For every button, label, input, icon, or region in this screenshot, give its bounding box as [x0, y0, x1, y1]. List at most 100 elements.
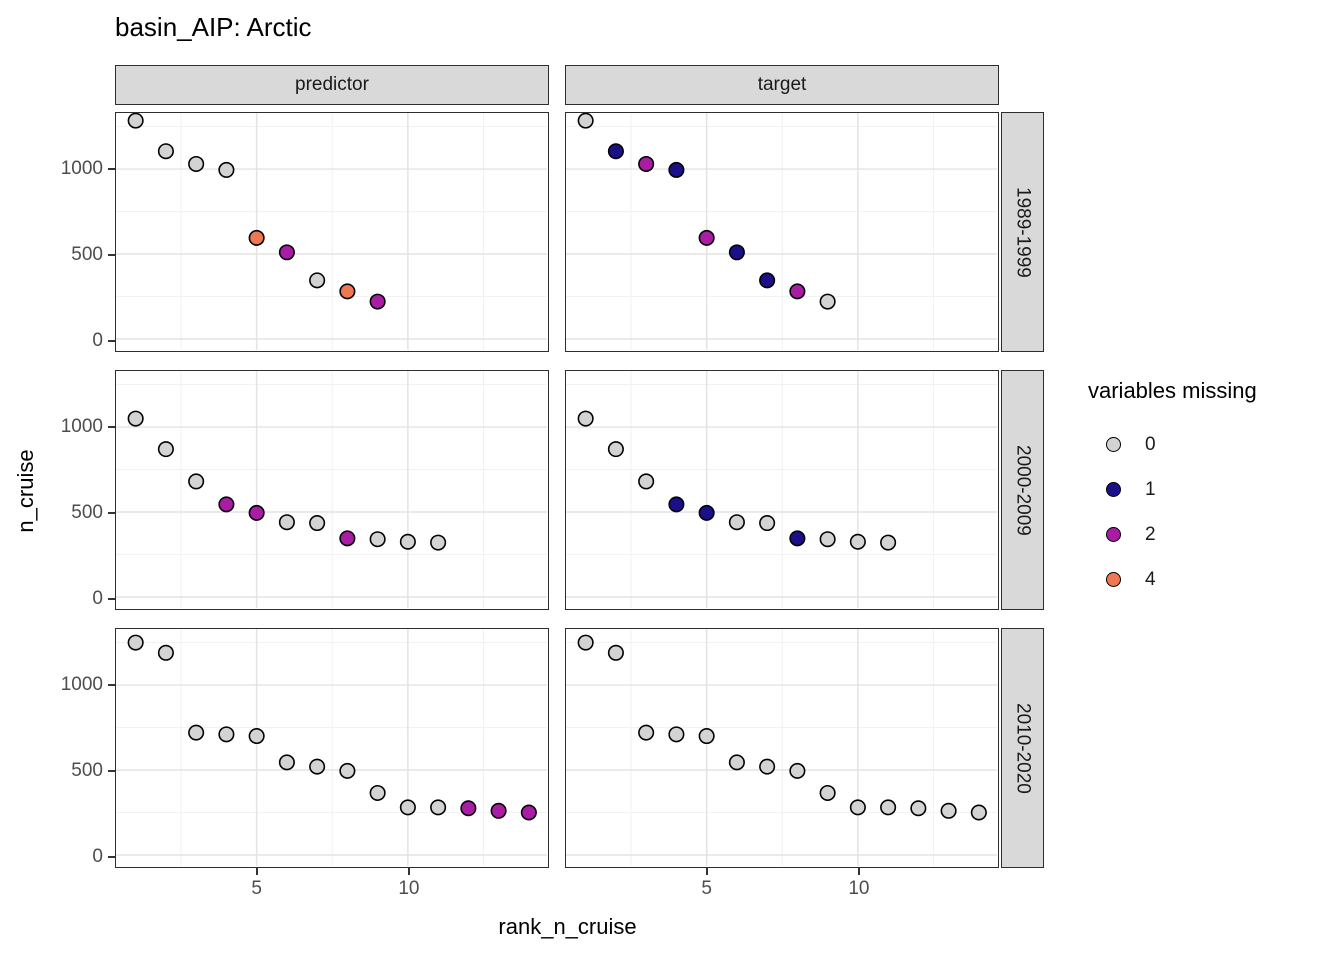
data-point: [789, 283, 806, 300]
data-point: [127, 113, 144, 129]
data-point: [638, 724, 655, 741]
data-point: [607, 143, 624, 160]
data-point: [339, 283, 356, 300]
x-axis-title: rank_n_cruise: [498, 914, 637, 939]
x-tick-mark: [407, 868, 410, 875]
x-tick-mark: [705, 868, 708, 875]
y-tick-label: 1000: [60, 673, 103, 695]
data-point: [577, 410, 594, 427]
data-point: [728, 754, 745, 771]
data-point: [430, 534, 447, 551]
panel-canvas: [566, 113, 997, 350]
y-tick-label: 500: [71, 243, 103, 265]
data-point: [188, 473, 205, 490]
data-point: [880, 534, 897, 551]
x-tick-label: 5: [251, 878, 262, 899]
y-tick-mark: [108, 855, 115, 858]
data-point: [157, 644, 174, 661]
x-tick-mark: [255, 868, 258, 875]
data-point: [970, 804, 987, 821]
data-point: [789, 530, 806, 547]
y-tick-label: 0: [92, 587, 103, 609]
legend-items: 0 1 2 4: [1088, 422, 1338, 602]
y-tick-label: 0: [92, 329, 103, 351]
data-point: [369, 784, 386, 801]
y-tick-mark: [108, 769, 115, 772]
y-tick-label: 500: [71, 759, 103, 781]
data-point: [520, 804, 537, 821]
data-point: [789, 762, 806, 779]
data-point: [218, 726, 235, 743]
data-point: [819, 784, 836, 801]
data-point: [430, 799, 447, 816]
data-point: [309, 758, 326, 775]
data-point: [849, 799, 866, 816]
data-point: [819, 293, 836, 310]
data-point: [278, 244, 295, 261]
data-point: [369, 293, 386, 310]
facet-panel-predictor-2010-2020: [115, 628, 549, 868]
facet-row-strip-label: 1989-1999: [1012, 186, 1034, 278]
y-tick-mark: [108, 597, 115, 600]
data-point: [278, 514, 295, 531]
data-point: [339, 762, 356, 779]
y-tick-mark: [108, 425, 115, 428]
y-tick-label: 500: [71, 501, 103, 523]
data-point: [638, 155, 655, 172]
facet-panel-target-2010-2020: [565, 628, 999, 868]
data-point: [607, 644, 624, 661]
panel-canvas: [566, 371, 997, 608]
data-point: [728, 244, 745, 261]
legend-item-4: 4: [1088, 557, 1338, 602]
data-point: [819, 531, 836, 548]
legend: variables missing 0 1 2 4: [1088, 378, 1338, 602]
legend-item-0: 0: [1088, 422, 1338, 467]
panel-canvas: [116, 371, 547, 608]
y-tick-label: 0: [92, 845, 103, 867]
panel-canvas: [566, 629, 997, 866]
data-point: [490, 802, 507, 819]
x-tick-label: 5: [701, 878, 712, 899]
panel-canvas: [116, 629, 547, 866]
facet-panel-predictor-2000-2009: [115, 370, 549, 610]
data-point: [577, 113, 594, 129]
data-point: [698, 229, 715, 246]
data-point: [278, 754, 295, 771]
facet-row-strip-2010-2020: 2010-2020: [1001, 628, 1044, 868]
facet-panel-predictor-1989-1999: [115, 112, 549, 352]
data-point: [759, 515, 776, 532]
data-point: [127, 634, 144, 651]
data-point: [577, 634, 594, 651]
data-point: [399, 533, 416, 550]
legend-key-swatch: [1106, 527, 1121, 542]
data-point: [188, 155, 205, 172]
data-point: [728, 514, 745, 531]
data-point: [759, 272, 776, 289]
facet-row-strip-2000-2009: 2000-2009: [1001, 370, 1044, 610]
data-point: [910, 800, 927, 817]
y-tick-mark: [108, 339, 115, 342]
legend-key-swatch: [1106, 572, 1121, 587]
data-point: [668, 496, 685, 513]
legend-item-label: 4: [1145, 568, 1156, 590]
data-point: [880, 799, 897, 816]
facet-panel-target-2000-2009: [565, 370, 999, 610]
facet-panel-target-1989-1999: [565, 112, 999, 352]
y-tick-mark: [108, 511, 115, 514]
data-point: [248, 229, 265, 246]
legend-item-1: 1: [1088, 467, 1338, 512]
data-point: [248, 728, 265, 745]
data-point: [309, 515, 326, 532]
plot-title: basin_AIP: Arctic: [115, 12, 312, 42]
legend-key-swatch: [1106, 437, 1121, 452]
data-point: [698, 504, 715, 521]
y-tick-mark: [108, 253, 115, 256]
data-point: [339, 530, 356, 547]
facet-row-strip-label: 2010-2020: [1012, 702, 1034, 794]
facet-row-strip-label: 2000-2009: [1012, 444, 1034, 536]
data-point: [218, 161, 235, 178]
data-point: [638, 473, 655, 490]
data-point: [940, 802, 957, 819]
facet-row-strip-1989-1999: 1989-1999: [1001, 112, 1044, 352]
